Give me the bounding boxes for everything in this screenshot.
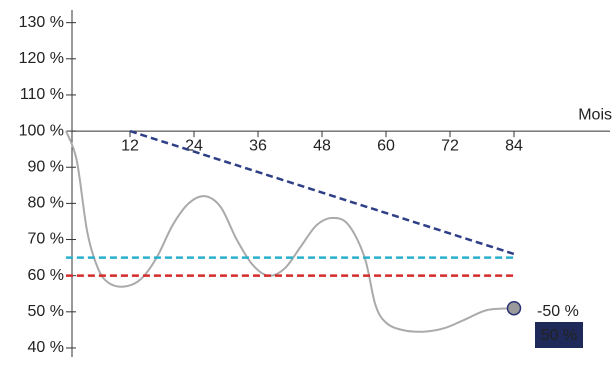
x-tick-label: 84 [505, 137, 523, 154]
y-tick-label: 90 % [28, 158, 64, 175]
y-tick-label: 40 % [28, 339, 64, 356]
y-tick-label: 100 % [19, 122, 64, 139]
y-tick-label: 80 % [28, 195, 64, 212]
y-tick-label: 50 % [28, 303, 64, 320]
annotation: 50 % [541, 327, 577, 344]
x-tick-label: 12 [121, 137, 139, 154]
x-tick-label: 36 [249, 137, 267, 154]
annotation-bg [535, 322, 583, 348]
x-tick-label: 24 [185, 137, 203, 154]
y-tick-label: 70 % [28, 231, 64, 248]
end-marker [506, 300, 522, 316]
x-tick-label: 60 [377, 137, 395, 154]
y-tick-label: 110 % [20, 86, 64, 103]
y-tick-label: 130 % [19, 14, 64, 31]
series-line [129, 129, 515, 256]
x-tick-label: 48 [313, 137, 331, 154]
x-axis-label: Mois [578, 106, 612, 123]
y-tick-label: 120 % [19, 50, 64, 67]
annotation: -50 % [537, 303, 579, 320]
x-tick-label: 72 [441, 137, 459, 154]
y-tick-label: 60 % [28, 267, 64, 284]
